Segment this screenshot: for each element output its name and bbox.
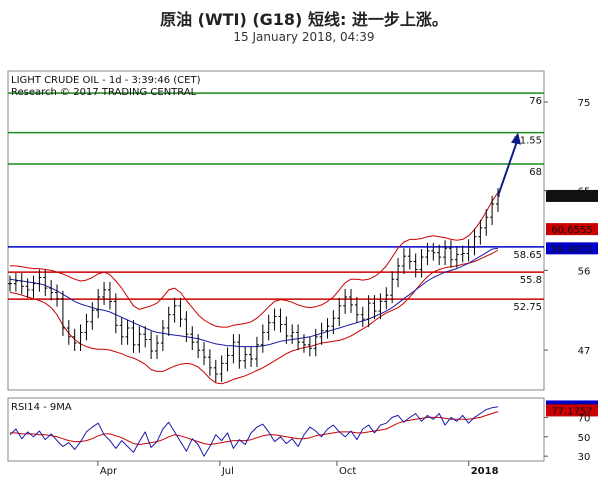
level-label: 52.75 xyxy=(513,302,542,313)
main-header-line-2: Research © 2017 TRADING CENTRAL xyxy=(11,87,197,98)
rsi-y-tick-label: 50 xyxy=(578,433,591,444)
rsi-y-tick-label: 30 xyxy=(578,452,591,463)
rsi-panel-frame xyxy=(7,397,545,462)
price-tag-label: 60.6555 xyxy=(551,225,592,236)
rsi-y-tick-label: 70 xyxy=(578,413,591,424)
rsi-line xyxy=(9,406,499,457)
price-tag xyxy=(546,223,598,236)
level-label: 71.55 xyxy=(513,136,542,147)
y-tick-label: 47 xyxy=(578,346,591,357)
y-tick-label: 75 xyxy=(578,98,591,109)
x-tick-label: 2018 xyxy=(471,466,499,477)
level-label: 55.8 xyxy=(520,275,542,286)
level-label: 76 xyxy=(529,96,542,107)
date-line: 15 January 2018, 04:39 xyxy=(233,30,375,44)
rsi-ma-line xyxy=(10,411,499,445)
price-tag xyxy=(546,404,598,417)
price-tag xyxy=(546,189,598,202)
x-tick-label: Jul xyxy=(221,466,234,477)
price-tag-label: 77.1757 xyxy=(551,406,592,417)
price-tag-label: 58.4872 xyxy=(551,244,592,255)
moving-average-line xyxy=(9,247,499,348)
y-tick-label: 65 xyxy=(578,187,591,198)
target-arrow-head xyxy=(511,132,521,145)
price-tag-label: 64.4 xyxy=(561,192,583,203)
level-label: 58.65 xyxy=(513,250,542,261)
target-arrow-shaft xyxy=(497,138,519,197)
x-tick-label: Oct xyxy=(339,466,356,477)
y-tick-label: 56 xyxy=(578,266,591,277)
main-header-line-1: LIGHT CRUDE OIL - 1d - 3:39:46 (CET) xyxy=(11,75,201,86)
level-label: 68 xyxy=(529,167,542,178)
main-panel-frame xyxy=(7,70,545,391)
x-tick-label: Apr xyxy=(100,466,118,477)
price-tag xyxy=(546,242,598,255)
rsi-header: RSI14 - 9MA xyxy=(11,402,72,413)
bollinger-upper-line xyxy=(10,192,499,328)
page-title: 原油 (WTI) (G18) 短线: 进一步上涨。 xyxy=(160,10,448,29)
